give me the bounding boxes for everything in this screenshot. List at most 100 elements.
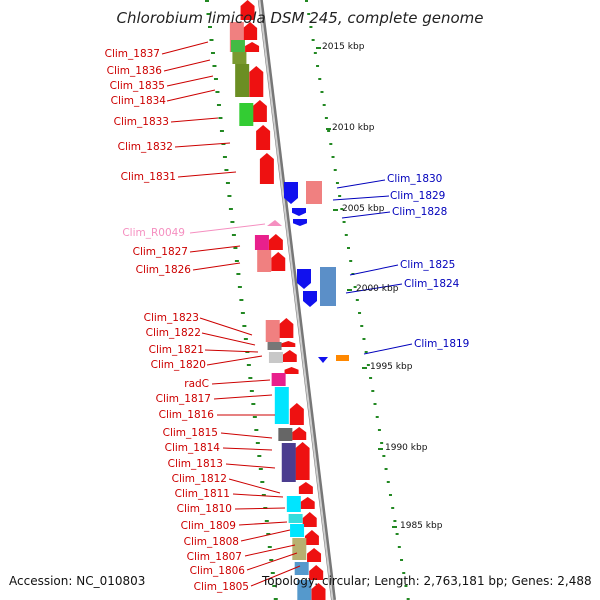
gene-feature-block — [281, 443, 296, 482]
gene-label[interactable]: Clim_1819 — [414, 338, 470, 350]
tick-dot — [225, 182, 230, 184]
gene-label[interactable]: Clim_1828 — [392, 206, 448, 218]
tick-dot — [335, 182, 339, 184]
label-leader-line — [228, 478, 281, 494]
scale-tick — [326, 128, 331, 130]
gene-feature-block — [239, 103, 254, 126]
label-leader-line — [213, 394, 273, 400]
gene-label[interactable]: Clim_1820 — [150, 359, 206, 371]
forward-gene-arrow — [304, 530, 319, 545]
reverse-gene-arrow — [318, 357, 328, 363]
tick-dot — [369, 377, 373, 379]
gene-label[interactable]: Clim_1811 — [174, 488, 230, 500]
label-leader-line — [174, 142, 231, 148]
forward-gene-arrow — [256, 125, 271, 150]
gene-label[interactable]: Clim_1832 — [117, 141, 173, 153]
tick-dot — [362, 338, 366, 340]
forward-gene-arrow — [295, 442, 310, 480]
scale-label: 1985 kbp — [400, 521, 443, 531]
tick-dot — [231, 234, 236, 236]
tick-dot — [236, 273, 241, 275]
gene-label[interactable]: Clim_1809 — [180, 520, 236, 532]
tick-dot — [207, 26, 212, 28]
label-leader-line — [222, 447, 273, 451]
gene-label[interactable]: Clim_1830 — [387, 173, 443, 185]
rna-label[interactable]: Clim_R0049 — [122, 227, 185, 239]
reverse-gene-arrow — [303, 291, 317, 307]
label-leader-line — [170, 117, 219, 123]
rna-marker — [267, 220, 282, 226]
tick-dot — [404, 585, 408, 587]
gene-feature-block — [254, 235, 269, 250]
gene-label[interactable]: Clim_1831 — [120, 171, 176, 183]
gene-feature-block — [320, 267, 336, 306]
map-title: Chlorobium limicola DSM 245, complete ge… — [116, 9, 484, 27]
gene-label[interactable]: Clim_1807 — [186, 551, 242, 563]
genome-backbone-highlight — [258, 0, 334, 600]
label-leader-line — [244, 544, 296, 557]
gene-label[interactable]: radC — [184, 378, 209, 390]
tick-dot — [239, 299, 244, 301]
gene-label[interactable]: Clim_1806 — [189, 565, 245, 577]
forward-gene-arrow — [311, 583, 326, 600]
gene-label[interactable]: Clim_1834 — [110, 95, 166, 107]
gene-label[interactable]: Clim_1835 — [109, 80, 165, 92]
tick-dot — [252, 416, 257, 418]
label-leader-line — [341, 211, 391, 219]
gene-label[interactable]: Clim_1833 — [113, 116, 169, 128]
gene-label[interactable]: Clim_1825 — [400, 259, 456, 271]
tick-dot — [329, 143, 333, 145]
label-leader-line — [240, 529, 291, 542]
gene-label[interactable]: Clim_1816 — [158, 409, 214, 421]
label-leader-line — [234, 507, 286, 510]
scale-label: 2010 kbp — [332, 123, 375, 133]
forward-gene-arrow — [300, 497, 315, 509]
tick-dot — [249, 390, 254, 392]
tick-dot — [338, 195, 342, 197]
tick-dot — [333, 169, 337, 171]
tick-dot — [324, 117, 328, 119]
gene-label[interactable]: Clim_1823 — [143, 312, 199, 324]
tick-dot — [364, 351, 368, 353]
tick-dot — [270, 572, 275, 574]
tick-dot — [313, 52, 317, 54]
tick-dot — [248, 377, 253, 379]
gene-label[interactable]: Clim_1821 — [148, 344, 204, 356]
gene-label[interactable]: Clim_1817 — [155, 393, 211, 405]
gene-feature-block — [336, 355, 349, 361]
tick-dot — [388, 494, 392, 496]
reverse-gene-arrow — [284, 182, 298, 204]
label-leader-line — [201, 332, 256, 346]
gene-label[interactable]: Clim_1810 — [176, 503, 232, 515]
gene-label[interactable]: Clim_1813 — [167, 458, 223, 470]
gene-label[interactable]: Clim_1808 — [183, 536, 239, 548]
gene-label[interactable]: Clim_1826 — [135, 264, 191, 276]
forward-gene-arrow — [281, 341, 296, 347]
gene-label[interactable]: Clim_1815 — [162, 427, 218, 439]
gene-feature-block — [230, 40, 245, 52]
gene-label[interactable]: Clim_1822 — [145, 327, 201, 339]
tick-dot — [237, 286, 242, 288]
gene-label[interactable]: Clim_1814 — [164, 442, 220, 454]
gene-label[interactable]: Clim_1824 — [404, 278, 460, 290]
reverse-gene-arrow — [292, 208, 306, 216]
tick-dot — [307, 13, 311, 15]
tick-dot — [272, 585, 277, 587]
tick-dot — [227, 195, 232, 197]
gene-feature-block — [268, 352, 283, 363]
gene-label[interactable]: Clim_1827 — [132, 246, 188, 258]
forward-gene-arrow — [279, 318, 294, 338]
gene-label[interactable]: Clim_1837 — [104, 48, 160, 60]
tick-dot — [243, 338, 248, 340]
gene-label[interactable]: Clim_1829 — [390, 190, 446, 202]
scale-tick — [333, 209, 338, 211]
tick-dot — [257, 455, 262, 457]
gene-label[interactable]: Clim_1812 — [171, 473, 227, 485]
label-leader-line — [238, 521, 288, 526]
gene-label[interactable]: Clim_1805 — [193, 581, 249, 593]
tick-dot — [267, 546, 272, 548]
tick-dot — [382, 455, 386, 457]
gene-label[interactable]: Clim_1836 — [106, 65, 162, 77]
